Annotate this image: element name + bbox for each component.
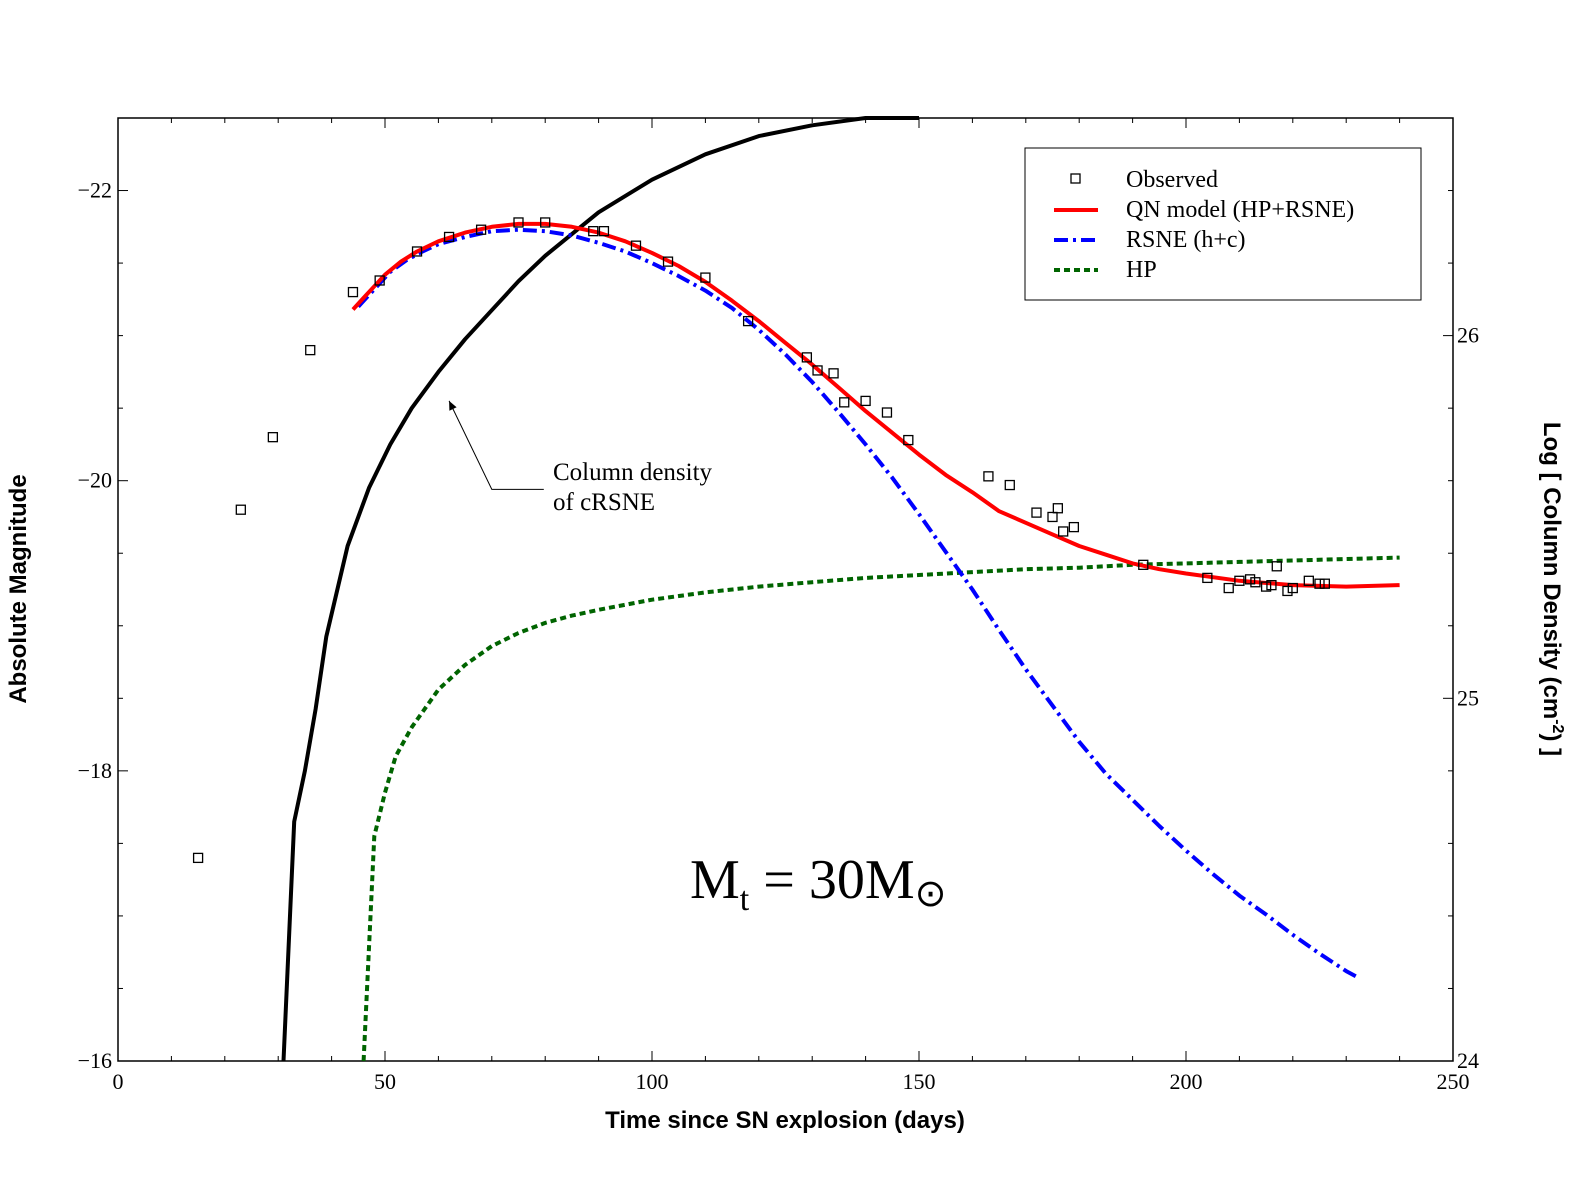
x-tick-label: 250 (1437, 1069, 1470, 1094)
data-point-observed (630, 240, 642, 251)
data-point-observed (1244, 574, 1256, 585)
legend-label-rsne: RSNE (h+c) (1126, 227, 1246, 253)
legend-box (1024, 147, 1422, 301)
data-point-observed (235, 504, 246, 515)
data-point-observed (828, 368, 839, 379)
series-line-column-density-of-crsne (281, 116, 919, 1062)
annotation-arrow-line (448, 400, 544, 490)
x-tick-label: 200 (1170, 1069, 1203, 1094)
data-point-observed (347, 286, 359, 298)
series-line-hp (361, 555, 1400, 1062)
data-point-observed (1303, 575, 1314, 586)
data-point-observed (1052, 503, 1063, 514)
data-point-observed (1031, 507, 1042, 518)
series-line-rsne-h-c (356, 227, 1358, 979)
y2-tick-label: 25 (1457, 685, 1479, 710)
y2-axis-label-end: ) ] (1538, 733, 1565, 756)
y2-tick-label: 24 (1457, 1048, 1479, 1073)
annotation-line2: of cRSNE (553, 489, 655, 516)
y-tick-label: −22 (78, 178, 112, 203)
x-axis-label: Time since SN explosion (days) (605, 1107, 965, 1134)
data-point-observed (1250, 577, 1261, 588)
data-point-observed (588, 226, 599, 237)
data-point-observed (305, 344, 316, 356)
tick-marks (117, 117, 1454, 1062)
y2-axis-label-sup: -2 (1549, 719, 1566, 733)
y-tick-label: −20 (78, 468, 112, 493)
data-point-observed (443, 231, 455, 243)
mass-label-main: M (690, 849, 740, 911)
data-point-observed (1271, 561, 1282, 572)
y2-tick-label: 26 (1457, 323, 1479, 348)
y-tick-label: −16 (78, 1048, 112, 1073)
data-point-observed (1282, 585, 1293, 597)
data-point-observed (540, 217, 551, 228)
data-point-observed (881, 407, 893, 418)
annotation: Column density of cRSNE (448, 400, 713, 516)
data-point-observed (742, 315, 754, 327)
data-point-observed (1058, 526, 1069, 537)
legend-label-hp: HP (1126, 257, 1157, 283)
x-tick-label: 0 (113, 1069, 124, 1094)
annotation-line1: Column density (553, 459, 713, 486)
legend: Observed QN model (HP+RSNE) RSNE (h+c) H… (1024, 147, 1422, 301)
legend-label-qn-model: QN model (HP+RSNE) (1126, 197, 1354, 223)
mass-label: Mt = 30M⊙ (690, 849, 946, 918)
annotation-arrowhead (449, 400, 457, 411)
y-tick-label: −18 (78, 758, 112, 783)
data-point-observed (1047, 511, 1058, 523)
data-point-observed (374, 275, 385, 286)
data-point-observed (411, 246, 423, 257)
mass-label-mid: = 30M (749, 849, 914, 911)
tick-labels: 0 50 100 150 200 250 −22 −20 −18 −16 24 25 26 (78, 178, 1479, 1094)
data-point-observed (1314, 578, 1325, 589)
data-point-observed (475, 224, 487, 235)
series-layer (192, 116, 1400, 1062)
data-point-observed (662, 256, 674, 267)
legend-marker-observed (1070, 173, 1081, 184)
data-point-observed (1319, 578, 1330, 589)
mass-label-symbol: ⊙ (915, 873, 947, 915)
data-point-observed (1234, 575, 1245, 586)
data-point-observed (1202, 572, 1213, 584)
y2-axis-label: Log [ Column Density (cm-2) ] (1538, 422, 1566, 756)
legend-label-observed: Observed (1126, 167, 1218, 193)
data-point-observed (1266, 579, 1277, 591)
data-point-observed (812, 365, 823, 376)
data-point-observed (192, 852, 204, 864)
x-tick-label: 100 (636, 1069, 669, 1094)
data-point-observed (1004, 479, 1015, 491)
data-point-observed (983, 471, 994, 482)
data-point-observed (267, 432, 279, 443)
data-point-observed (839, 397, 850, 408)
data-point-observed (513, 217, 524, 228)
data-point-observed (1287, 582, 1298, 594)
y-axis-label: Absolute Magnitude (5, 474, 32, 703)
data-point-observed (1223, 582, 1234, 594)
mass-label-sub: t (740, 881, 750, 918)
plot-frame (117, 117, 1454, 1062)
data-point-observed (598, 226, 610, 237)
x-tick-label: 150 (903, 1069, 936, 1094)
data-point-observed (903, 434, 914, 446)
data-point-observed (1260, 581, 1272, 592)
data-point-observed (1068, 521, 1080, 533)
data-point-observed (860, 395, 871, 407)
data-point-observed (700, 272, 711, 283)
y2-axis-label-main: Log [ Column Density (cm (1538, 422, 1565, 719)
series-line-qn-model-hp-rsne (351, 221, 1400, 589)
x-tick-label: 50 (374, 1069, 396, 1094)
data-point-observed (1138, 559, 1149, 570)
data-point-observed (801, 352, 813, 363)
